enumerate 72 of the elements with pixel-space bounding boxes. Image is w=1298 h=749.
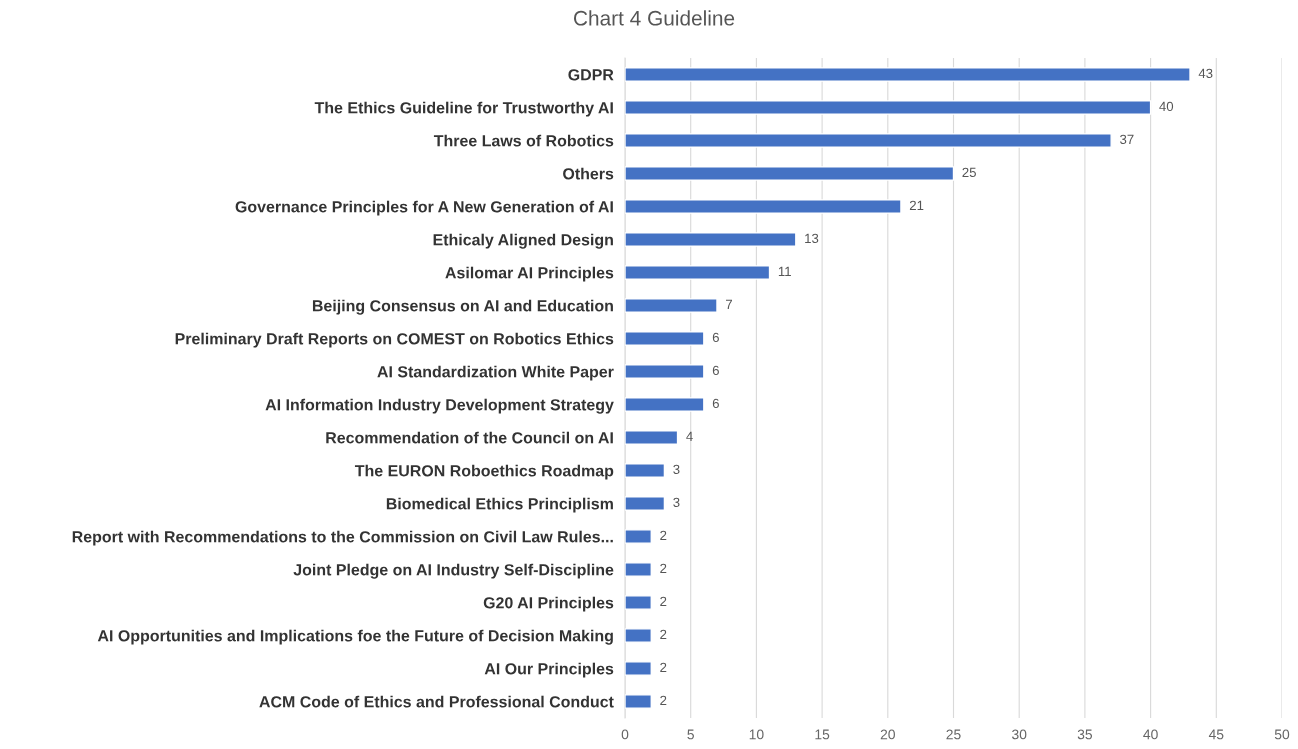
y-tick-label: The Ethics Guideline for Trustworthy AI — [314, 101, 613, 117]
y-tick-label: Asilomar AI Principles — [445, 266, 614, 282]
x-tick-label: 15 — [815, 729, 830, 740]
bar — [625, 463, 666, 478]
y-tick-label: AI Opportunities and Implications foe the Future of Decision Making — [97, 629, 613, 645]
bar — [625, 265, 771, 280]
data-label: 37 — [1120, 134, 1134, 145]
bar — [625, 100, 1152, 115]
x-tick-label: 30 — [1012, 729, 1027, 740]
bar — [625, 496, 666, 511]
y-tick-label: G20 AI Principles — [483, 596, 614, 612]
bar — [625, 397, 705, 412]
bar — [625, 430, 679, 445]
x-tick-label: 5 — [687, 729, 694, 740]
x-tick-label: 20 — [880, 729, 895, 740]
x-tick-label: 0 — [621, 729, 629, 740]
data-label: 2 — [660, 695, 667, 705]
bar — [625, 232, 797, 247]
y-tick-label: GDPR — [568, 69, 614, 81]
y-tick-label: Ethicaly Aligned Design — [433, 233, 613, 249]
bar — [625, 331, 705, 346]
data-label: 6 — [712, 365, 719, 376]
data-label: 6 — [712, 332, 719, 343]
bar — [625, 661, 652, 676]
data-label: 13 — [805, 233, 819, 244]
bar — [625, 166, 955, 181]
data-label: 25 — [962, 167, 976, 178]
data-label: 43 — [1198, 68, 1213, 79]
bar — [625, 133, 1112, 148]
y-tick-label: Three Laws of Robotics — [433, 134, 614, 147]
x-tick-label: 45 — [1208, 729, 1224, 740]
bar — [625, 199, 902, 214]
data-label: 6 — [712, 398, 719, 409]
y-tick-label: The EURON Roboethics Roadmap — [354, 464, 614, 480]
y-tick-label: ACM Code of Ethics and Professional Conduct — [259, 695, 614, 708]
chart-title: Chart 4 Guideline — [574, 10, 735, 26]
y-tick-label: Beijing Consensus on AI and Education — [312, 299, 613, 315]
y-tick-label: Preliminary Draft Reports on COMEST on Robotics Ethics — [175, 332, 614, 348]
x-tick-label: 25 — [946, 729, 961, 740]
y-tick-label: Report with Recommendations to the Commission on Civil Law Rules... — [72, 530, 613, 546]
data-label: 2 — [660, 596, 667, 606]
data-label: 2 — [660, 662, 667, 672]
data-label: 11 — [778, 266, 791, 276]
data-label: 3 — [673, 497, 680, 508]
data-label: 4 — [686, 431, 693, 441]
data-label: 3 — [673, 464, 680, 475]
data-label: 21 — [909, 200, 924, 210]
y-tick-label: AI Our Principles — [484, 662, 614, 678]
x-tick-label: 35 — [1077, 729, 1093, 740]
bar — [625, 628, 652, 643]
y-tick-label: AI Information Industry Development Strategy — [265, 398, 614, 414]
data-label: 7 — [725, 299, 732, 309]
y-tick-label: Joint Pledge on AI Industry Self-Discipline — [293, 563, 614, 579]
data-label: 2 — [660, 629, 667, 639]
y-tick-label: AI Standardization White Paper — [377, 365, 614, 381]
y-tick-label: Recommendation of the Council on AI — [326, 431, 613, 444]
bar — [625, 67, 1191, 82]
x-tick-label: 40 — [1143, 729, 1158, 740]
data-label: 2 — [660, 530, 667, 540]
bar — [625, 694, 652, 709]
data-label: 40 — [1159, 101, 1174, 112]
y-tick-label: Others — [563, 167, 614, 180]
bar — [625, 364, 705, 379]
y-tick-label: Governance Principles for A New Generation of AI — [235, 200, 613, 216]
bar — [625, 529, 652, 544]
x-tick-label: 50 — [1274, 729, 1290, 740]
bar — [625, 595, 652, 610]
bar — [625, 562, 652, 577]
x-tick-label: 10 — [749, 729, 764, 740]
y-tick-label: Biomedical Ethics Principlism — [386, 497, 613, 513]
bar — [625, 298, 718, 313]
data-label: 2 — [660, 563, 667, 573]
